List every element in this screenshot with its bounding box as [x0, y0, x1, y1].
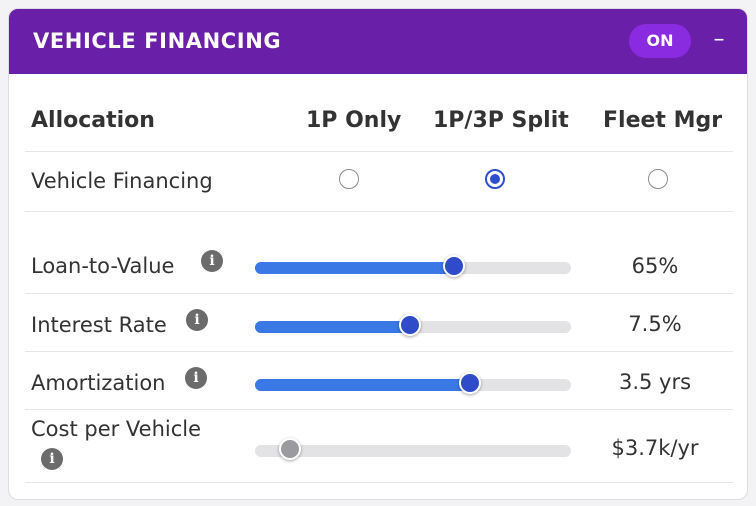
interest-rate-label: Interest Rate [31, 313, 167, 337]
divider [25, 351, 733, 352]
slider-thumb[interactable] [398, 314, 421, 336]
cost-per-vehicle-slider [255, 438, 571, 460]
cost-per-vehicle-label: Cost per Vehicle [31, 417, 202, 441]
column-fleet-mgr: Fleet Mgr [603, 108, 723, 133]
info-icon[interactable]: i [185, 367, 207, 389]
on-toggle-button[interactable]: ON [629, 24, 691, 58]
cost-per-vehicle-value: $3.7k/yr [611, 436, 699, 460]
column-1p-3p-split: 1P/3P Split [433, 108, 569, 133]
amortization-label: Amortization [31, 371, 166, 395]
divider [25, 409, 733, 410]
vehicle-financing-row-label: Vehicle Financing [31, 169, 213, 193]
loan-to-value-slider[interactable] [255, 255, 571, 277]
radio-fleet-mgr[interactable] [648, 169, 668, 189]
radio-selected-dot [490, 174, 500, 184]
slider-fill [255, 379, 470, 391]
interest-rate-value: 7.5% [628, 312, 682, 336]
amortization-value: 3.5 yrs [618, 370, 692, 394]
column-1p-only: 1P Only [306, 108, 402, 133]
slider-fill [255, 321, 410, 333]
panel-title: VEHICLE FINANCING [33, 29, 282, 53]
interest-rate-slider[interactable] [255, 314, 571, 336]
loan-to-value-label: Loan-to-Value [31, 254, 175, 278]
slider-thumb [278, 438, 301, 460]
slider-thumb[interactable] [443, 255, 466, 277]
divider [25, 151, 733, 152]
radio-1p-only[interactable] [339, 169, 359, 189]
divider [25, 293, 733, 294]
allocation-header: Allocation [31, 108, 155, 133]
info-icon[interactable]: i [41, 448, 63, 470]
radio-1p-3p-split[interactable] [485, 169, 505, 189]
collapse-icon[interactable]: – [713, 27, 725, 52]
amortization-slider[interactable] [255, 372, 571, 394]
info-icon[interactable]: i [186, 309, 208, 331]
panel-header: VEHICLE FINANCING ON – [9, 9, 747, 74]
slider-fill [255, 262, 455, 274]
vehicle-financing-panel: VEHICLE FINANCING ON – Allocation 1P Onl… [8, 8, 748, 500]
divider [25, 482, 733, 483]
slider-thumb[interactable] [458, 372, 481, 394]
loan-to-value-value: 65% [631, 254, 679, 278]
divider [25, 211, 733, 212]
info-icon[interactable]: i [201, 250, 223, 272]
